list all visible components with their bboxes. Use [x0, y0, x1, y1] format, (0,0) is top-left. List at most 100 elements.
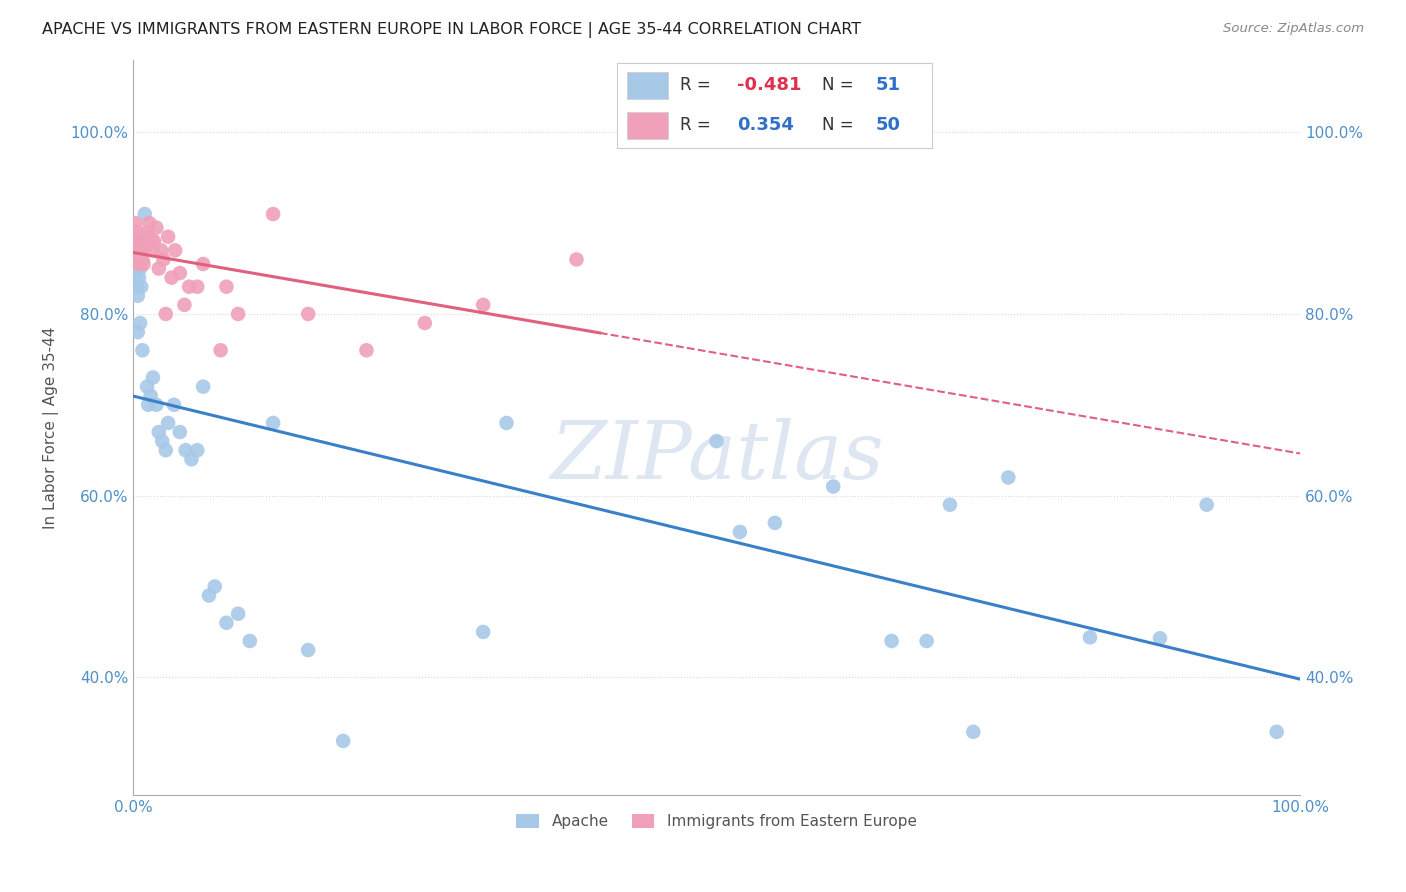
Point: [186, 279, 208, 293]
Point: [142, 244, 165, 258]
Point: [129, 316, 152, 330]
Point: [125, 279, 148, 293]
Point: [129, 244, 152, 258]
Point: [138, 216, 160, 230]
Point: [472, 298, 495, 312]
Point: [135, 239, 157, 253]
Point: [136, 229, 159, 244]
Point: [297, 643, 319, 657]
Point: [124, 229, 146, 244]
Point: [125, 244, 148, 258]
Point: [209, 343, 232, 358]
Point: [132, 257, 155, 271]
Point: [962, 724, 984, 739]
Point: [297, 307, 319, 321]
Point: [174, 443, 197, 458]
Point: [413, 316, 436, 330]
Point: [150, 244, 173, 258]
Point: [152, 252, 174, 267]
Point: [215, 615, 238, 630]
Point: [127, 257, 149, 271]
Point: [1149, 632, 1171, 646]
Point: [262, 207, 284, 221]
Point: [128, 270, 150, 285]
Point: [472, 624, 495, 639]
Point: [173, 298, 195, 312]
Text: ZIPatlas: ZIPatlas: [550, 418, 883, 496]
Point: [155, 443, 177, 458]
Point: [145, 398, 167, 412]
Point: [129, 279, 152, 293]
Point: [939, 498, 962, 512]
Text: Source: ZipAtlas.com: Source: ZipAtlas.com: [1223, 22, 1364, 36]
Point: [186, 443, 208, 458]
Point: [142, 370, 165, 384]
Point: [157, 416, 180, 430]
Point: [127, 234, 149, 248]
Point: [129, 261, 152, 276]
Point: [1078, 631, 1101, 645]
Point: [127, 289, 149, 303]
Point: [163, 398, 186, 412]
Point: [997, 470, 1019, 484]
Point: [226, 307, 249, 321]
Point: [148, 425, 170, 439]
Point: [565, 252, 588, 267]
Point: [136, 225, 159, 239]
Point: [169, 425, 191, 439]
Point: [823, 479, 845, 493]
Legend: Apache, Immigrants from Eastern Europe: Apache, Immigrants from Eastern Europe: [510, 808, 922, 836]
Point: [131, 343, 153, 358]
Point: [157, 229, 180, 244]
Point: [763, 516, 786, 530]
Point: [191, 379, 214, 393]
Point: [215, 279, 238, 293]
Point: [150, 434, 173, 449]
Y-axis label: In Labor Force | Age 35-44: In Labor Force | Age 35-44: [44, 326, 59, 529]
Point: [124, 216, 146, 230]
Point: [136, 379, 159, 393]
Point: [128, 234, 150, 248]
Point: [332, 734, 354, 748]
Text: APACHE VS IMMIGRANTS FROM EASTERN EUROPE IN LABOR FORCE | AGE 35-44 CORRELATION : APACHE VS IMMIGRANTS FROM EASTERN EUROPE…: [42, 22, 862, 38]
Point: [728, 524, 751, 539]
Point: [160, 270, 183, 285]
Point: [131, 244, 153, 258]
Point: [204, 579, 226, 593]
Point: [880, 634, 903, 648]
Point: [122, 244, 145, 258]
Point: [177, 279, 200, 293]
Point: [122, 239, 145, 253]
Point: [495, 416, 517, 430]
Point: [356, 343, 378, 358]
Point: [143, 234, 166, 248]
Point: [239, 634, 262, 648]
Point: [125, 248, 148, 262]
Point: [128, 244, 150, 258]
Point: [191, 257, 214, 271]
Point: [129, 234, 152, 248]
Point: [134, 207, 156, 221]
Point: [169, 266, 191, 280]
Point: [124, 252, 146, 267]
Point: [125, 225, 148, 239]
Point: [262, 416, 284, 430]
Point: [134, 234, 156, 248]
Point: [136, 398, 159, 412]
Point: [155, 307, 177, 321]
Point: [129, 248, 152, 262]
Point: [198, 589, 221, 603]
Point: [165, 244, 187, 258]
Point: [125, 244, 148, 258]
Point: [139, 389, 162, 403]
Point: [124, 270, 146, 285]
Point: [127, 325, 149, 339]
Point: [148, 261, 170, 276]
Point: [145, 220, 167, 235]
Point: [915, 634, 938, 648]
Point: [706, 434, 728, 449]
Point: [1195, 498, 1218, 512]
Point: [131, 252, 153, 267]
Point: [128, 239, 150, 253]
Point: [122, 261, 145, 276]
